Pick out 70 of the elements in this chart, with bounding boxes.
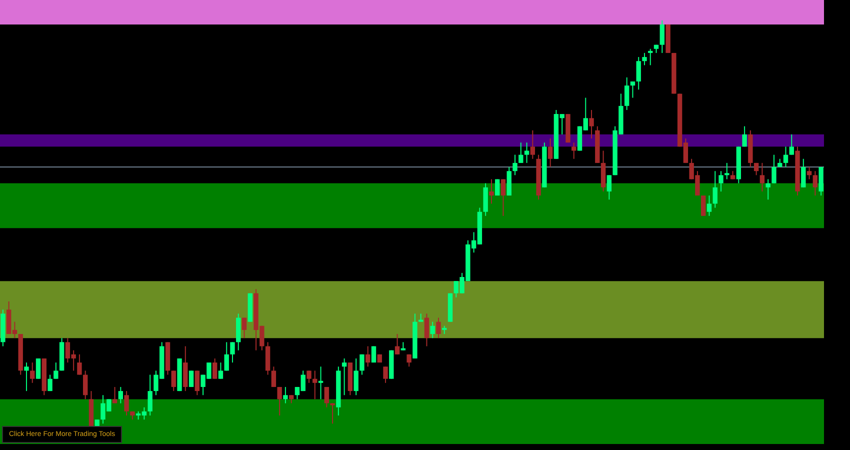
- candlestick: [318, 366, 324, 400]
- candlestick: [742, 126, 747, 148]
- candlestick: [148, 374, 152, 416]
- candlestick: [354, 358, 358, 396]
- candlestick: [242, 317, 247, 339]
- candlestick: [712, 170, 718, 208]
- candlestick: [77, 354, 82, 376]
- candlestick: [118, 386, 124, 404]
- candlestick: [512, 154, 518, 176]
- candlestick: [706, 195, 712, 216]
- candlestick: [366, 346, 370, 368]
- candlestick: [394, 334, 400, 355]
- candlestick: [636, 56, 641, 90]
- candlestick: [430, 321, 435, 339]
- candlestick: [801, 158, 806, 188]
- candlestick: [760, 162, 765, 192]
- candlestick: [30, 362, 35, 384]
- candlestick: [754, 162, 759, 176]
- candlestick: [606, 174, 612, 200]
- candlestick: [218, 362, 224, 380]
- candlestick: [772, 154, 776, 184]
- candlestick: [36, 358, 41, 380]
- candlestick: [48, 374, 52, 392]
- candlestick: [489, 178, 494, 204]
- candlestick: [371, 346, 376, 364]
- candlestick: [524, 142, 530, 164]
- candlestick: [630, 80, 636, 98]
- candlestick: [171, 370, 176, 392]
- candlestick: [383, 366, 388, 384]
- candlestick: [112, 386, 118, 404]
- candlestick: [548, 138, 553, 168]
- candlestick: [436, 317, 441, 339]
- candlestick: [24, 362, 29, 392]
- candlestick: [324, 386, 330, 408]
- candlestick: [54, 362, 58, 380]
- candlestick: [812, 170, 818, 196]
- candlestick: [700, 195, 706, 216]
- candlestick: [188, 370, 194, 388]
- candlestick: [648, 48, 653, 66]
- candlestick: [224, 342, 229, 372]
- candlestick: [82, 370, 88, 400]
- candlestick: [124, 390, 129, 416]
- candlestick: [271, 366, 276, 388]
- candlestick: [724, 162, 730, 180]
- candlestick: [783, 146, 788, 168]
- candlestick: [642, 52, 647, 66]
- candlestick: [212, 358, 218, 380]
- candlestick: [283, 386, 288, 404]
- candlestick: [194, 370, 200, 396]
- candlestick: [589, 109, 594, 139]
- candlestick: [494, 178, 500, 196]
- candlestick: [530, 130, 536, 160]
- candlestick: [277, 386, 282, 416]
- candlestick: [424, 313, 430, 347]
- candlestick: [312, 370, 318, 400]
- candlestick: [342, 358, 347, 396]
- candlestick: [660, 20, 664, 54]
- candlestick: [330, 402, 335, 424]
- candlestick: [572, 142, 576, 160]
- candlestick: [360, 354, 364, 376]
- candlestick: [406, 354, 412, 368]
- candlestick: [718, 170, 724, 192]
- candlestick: [230, 342, 235, 364]
- candlestick: [518, 142, 524, 164]
- candlestick: [789, 134, 794, 156]
- candlestick: [500, 178, 506, 216]
- candlestick: [306, 370, 312, 384]
- candlestick: [766, 178, 770, 200]
- candlestick: [624, 76, 630, 110]
- candlestick: [806, 166, 812, 180]
